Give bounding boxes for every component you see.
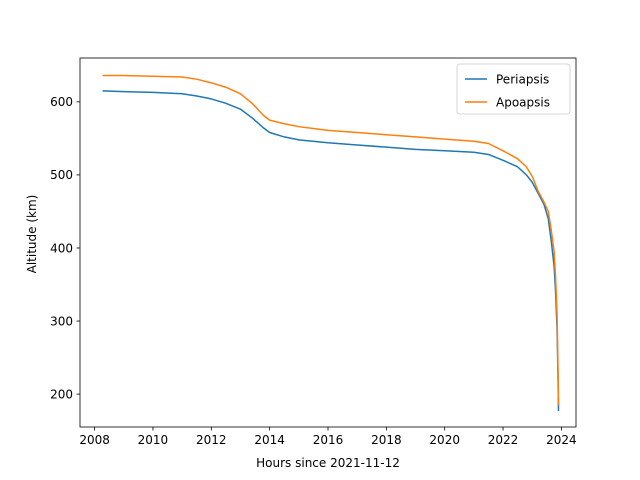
y-tick-label: 400: [50, 241, 73, 255]
x-tick-label: 2008: [79, 433, 110, 447]
x-tick-label: 2016: [313, 433, 344, 447]
x-axis-label: Hours since 2021-11-12: [256, 456, 400, 470]
plot-background: [80, 58, 576, 427]
y-tick-label: 600: [50, 95, 73, 109]
legend-label-periapsis: Periapsis: [496, 72, 549, 86]
series-line-periapsis: [102, 90, 560, 411]
series-line-apoapsis: [102, 74, 560, 406]
y-tick-label: 300: [50, 314, 73, 328]
x-tick-label: 2022: [488, 433, 519, 447]
x-tick-label: 2014: [254, 433, 285, 447]
y-axis-label: Altitude (km): [25, 195, 39, 274]
x-tick-label: 2010: [138, 433, 169, 447]
plot-area: [80, 58, 576, 427]
legend-label-apoapsis: Apoapsis: [496, 95, 550, 109]
x-tick-label: 2024: [546, 433, 577, 447]
series-layer: [102, 74, 560, 411]
y-tick-label: 500: [50, 168, 73, 182]
x-tick-label: 2018: [371, 433, 402, 447]
x-tick-label: 2020: [429, 433, 460, 447]
axes-layer: 2008 2010 2012 2014 2016 2018 2020 2022 2024 200 3…: [50, 57, 577, 447]
y-tick-label: 200: [50, 387, 73, 401]
x-tick-label: 2012: [196, 433, 227, 447]
legend: Periapsis Apoapsis: [456, 63, 571, 115]
